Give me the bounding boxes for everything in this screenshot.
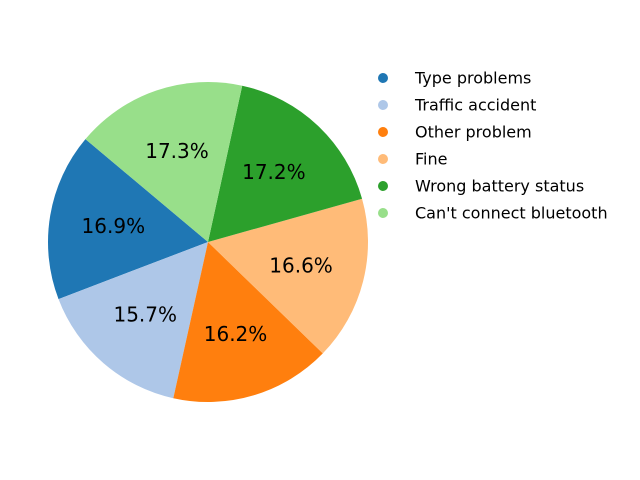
pie-slice-4 [208,198,368,354]
pie-slice-5 [208,85,363,242]
legend-label: Wrong battery status [415,177,584,196]
pie-percent-label: 16.9% [82,214,146,238]
pie-percent-label: 15.7% [113,303,177,327]
pie-slice-6 [85,82,243,242]
pie-percent-label: 16.2% [204,322,268,346]
pie-slice-2 [58,242,208,399]
pie-percent-label: 17.2% [242,160,306,184]
pie-percent-label: 16.6% [269,254,333,278]
pie-slices [47,82,368,402]
legend-marker [378,127,388,137]
legend-label: Fine [415,150,447,169]
pie-percent-labels: 16.9% 15.7% 16.2% 16.6% 17.2% 17.3% [82,139,333,346]
legend-marker [378,100,388,110]
pie-slice-1 [47,139,208,300]
legend-label: Can't connect bluetooth [415,204,608,223]
legend: Type problems Traffic accident Other probl… [378,69,608,223]
legend-marker [378,73,388,83]
legend-marker [378,154,388,164]
legend-marker [378,181,388,191]
legend-label: Type problems [414,69,531,88]
pie-slice-3 [173,242,323,402]
legend-label: Other problem [415,123,532,142]
legend-label: Traffic accident [414,96,536,115]
pie-percent-label: 17.3% [145,139,209,163]
legend-marker [378,208,388,218]
